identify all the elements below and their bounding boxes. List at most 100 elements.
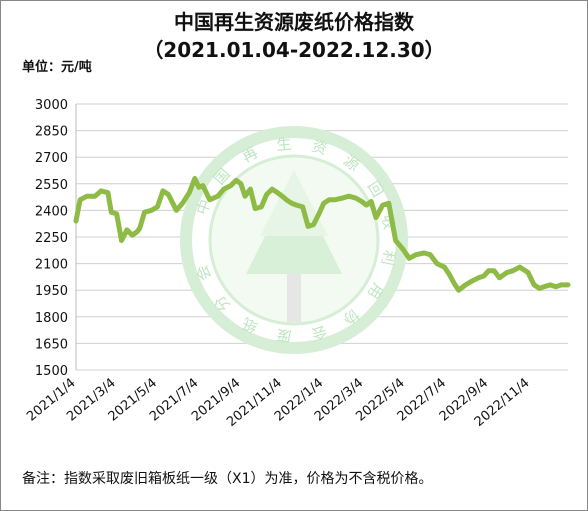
- data-point: [187, 190, 192, 195]
- data-point: [373, 215, 379, 220]
- data-point: [294, 202, 299, 208]
- y-tick-label: 1650: [35, 337, 68, 352]
- data-point: [434, 261, 440, 266]
- data-point: [259, 204, 264, 210]
- data-point: [428, 252, 433, 257]
- data-point: [537, 286, 542, 291]
- data-point: [346, 194, 352, 199]
- data-point: [109, 209, 114, 215]
- data-point: [105, 190, 111, 195]
- data-point: [284, 197, 289, 202]
- data-point: [228, 183, 233, 188]
- data-point: [316, 211, 322, 217]
- data-point: [77, 197, 83, 202]
- data-point: [531, 282, 537, 288]
- data-point: [542, 284, 547, 289]
- data-point: [196, 185, 202, 190]
- data-point: [134, 229, 140, 234]
- data-point: [340, 195, 345, 201]
- data-point: [553, 284, 558, 289]
- y-tick-label: 2850: [35, 125, 68, 140]
- data-point: [559, 282, 564, 288]
- data-point: [233, 178, 239, 183]
- data-point: [476, 275, 481, 280]
- data-point: [469, 279, 474, 284]
- data-point: [221, 186, 227, 192]
- data-point: [326, 197, 332, 202]
- data-point: [548, 282, 553, 288]
- data-point: [497, 275, 502, 280]
- data-point: [155, 204, 160, 210]
- data-point: [565, 282, 571, 288]
- y-tick-label: 1800: [35, 311, 68, 326]
- data-point: [456, 288, 461, 293]
- data-point: [264, 192, 269, 197]
- data-point: [215, 194, 221, 199]
- data-point: [174, 208, 179, 213]
- y-tick-label: 3000: [35, 98, 68, 113]
- data-point: [300, 204, 305, 210]
- data-point: [491, 268, 497, 273]
- data-point: [400, 247, 406, 252]
- data-point: [248, 186, 253, 192]
- data-point: [238, 181, 244, 186]
- data-point: [413, 252, 419, 257]
- watermark-tree-trunk: [287, 260, 301, 322]
- data-point: [252, 206, 258, 211]
- watermark-char: 利: [378, 249, 398, 267]
- data-point: [311, 222, 316, 227]
- y-axis-ticks: 3000 2850 2700 2550 2400 2250 2100 1950 1800 1650…: [35, 98, 68, 379]
- data-point: [517, 264, 523, 270]
- data-point: [380, 202, 385, 208]
- data-point: [486, 268, 491, 273]
- data-point: [463, 282, 468, 288]
- data-point: [447, 272, 452, 277]
- y-tick-label: 2250: [35, 231, 68, 246]
- data-point: [504, 270, 510, 275]
- data-point: [332, 197, 337, 202]
- y-tick-label: 2100: [35, 258, 68, 273]
- y-tick-label: 2700: [35, 151, 68, 166]
- data-point: [84, 194, 90, 199]
- data-point: [200, 183, 206, 188]
- watermark-char: 生: [276, 135, 293, 154]
- data-point: [119, 238, 124, 243]
- data-point: [321, 201, 326, 206]
- data-point: [407, 256, 412, 261]
- data-point: [442, 264, 447, 270]
- data-point: [369, 199, 374, 204]
- data-point: [289, 201, 295, 206]
- y-tick-label: 2550: [35, 178, 68, 193]
- data-point: [359, 199, 364, 204]
- data-point: [192, 176, 197, 181]
- watermark-logo: 中国再生资源回收利用协会废纸分会: [180, 126, 408, 354]
- data-point: [149, 208, 154, 213]
- series-layer: [73, 176, 571, 293]
- x-axis-ticks: 2021/1/42021/3/42021/5/42021/7/42021/9/4…: [24, 376, 532, 430]
- watermark-char: 资: [310, 137, 329, 158]
- y-tick-label: 1500: [35, 364, 68, 379]
- data-point: [510, 268, 516, 273]
- chart-subtitle: （2021.01.04-2022.12.30）: [143, 38, 445, 62]
- data-point: [525, 270, 531, 275]
- footnote: 备注：指数采取废旧箱板纸一级（X1）为准，价格为不含税价格。: [22, 471, 433, 487]
- data-point: [98, 188, 104, 194]
- chart-title: 中国再生资源废纸价格指数: [174, 10, 414, 34]
- data-point: [242, 194, 248, 199]
- data-point: [160, 188, 166, 194]
- watermark-char: 再: [239, 143, 261, 166]
- watermark-char: 废: [276, 326, 293, 345]
- data-point: [393, 238, 398, 243]
- data-point: [386, 201, 392, 206]
- y-axis-unit-label: 单位：元/吨: [22, 60, 92, 75]
- watermark-char: 纸: [239, 314, 261, 337]
- data-point: [166, 192, 171, 197]
- data-point: [275, 190, 280, 195]
- data-point: [305, 224, 311, 229]
- data-point: [280, 194, 285, 199]
- data-point: [353, 195, 358, 201]
- data-point: [124, 227, 130, 233]
- data-point: [481, 273, 487, 279]
- data-point: [92, 194, 98, 199]
